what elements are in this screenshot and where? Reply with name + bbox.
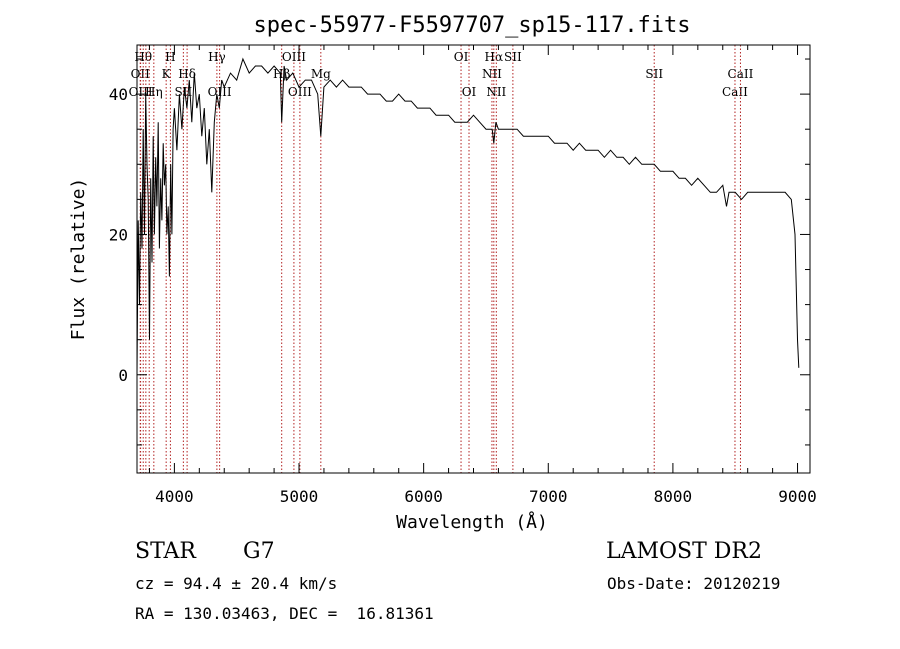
line-marker-label: OIII (208, 85, 232, 99)
cz-value: cz = 94.4 ± 20.4 km/s (135, 574, 338, 593)
line-marker-label: CaII (722, 85, 748, 99)
plot-frame (136, 44, 811, 474)
axes: 4000 5000 6000 7000 8000 9000 0 20 40 (109, 45, 817, 506)
x-tick-label: 6000 (404, 487, 443, 506)
coordinates: RA = 130.03463, DEC = 16.81361 (135, 604, 434, 623)
x-tick-label: 7000 (529, 487, 568, 506)
line-marker-label: Hδ (178, 67, 196, 81)
spectrum-line (136, 57, 800, 375)
survey-name: LAMOST DR2 (606, 539, 762, 564)
line-marker-label: NII (482, 67, 502, 81)
line-marker-label: SII (645, 67, 663, 81)
line-marker-label: OIII (288, 85, 312, 99)
y-tick-label: 20 (109, 225, 128, 244)
line-marker-label: Hη (145, 85, 163, 99)
line-marker-label: OIII (129, 85, 153, 99)
x-tick-label: 5000 (280, 487, 319, 506)
line-marker-label: CaII (728, 67, 754, 81)
line-marker-label: OIII (282, 50, 306, 64)
y-tick-label: 40 (109, 85, 128, 104)
y-axis-label: Flux (relative) (68, 178, 89, 341)
line-marker-label: OI (462, 85, 477, 99)
line-marker-label: Mg (311, 67, 331, 81)
line-marker-label: NII (486, 85, 506, 99)
line-marker-label: Hα (485, 50, 504, 64)
x-axis-label: Wavelength (Å) (396, 511, 548, 533)
x-tick-label: 4000 (155, 487, 194, 506)
y-tick-label: 0 (118, 366, 128, 385)
obs-date: Obs-Date: 20120219 (607, 574, 781, 593)
x-tick-label: 8000 (654, 487, 693, 506)
line-marker-label: Hγ (208, 50, 226, 64)
emission-line-markers: OIIOIIIHθHηKHSIIHδHγOIIIHβOIIIOIIIMgOIOI… (129, 45, 754, 473)
x-tick-label: 9000 (778, 487, 817, 506)
object-subclass: G7 (243, 539, 275, 564)
line-marker-label: K (162, 67, 172, 81)
chart-title: spec-55977-F5597707_sp15-117.fits (253, 13, 690, 38)
object-class: STAR (135, 539, 196, 564)
line-marker-label: OI (454, 50, 469, 64)
line-marker-label: SII (504, 50, 522, 64)
line-marker-label: Hθ (134, 50, 152, 64)
line-marker-label: H (165, 50, 175, 64)
